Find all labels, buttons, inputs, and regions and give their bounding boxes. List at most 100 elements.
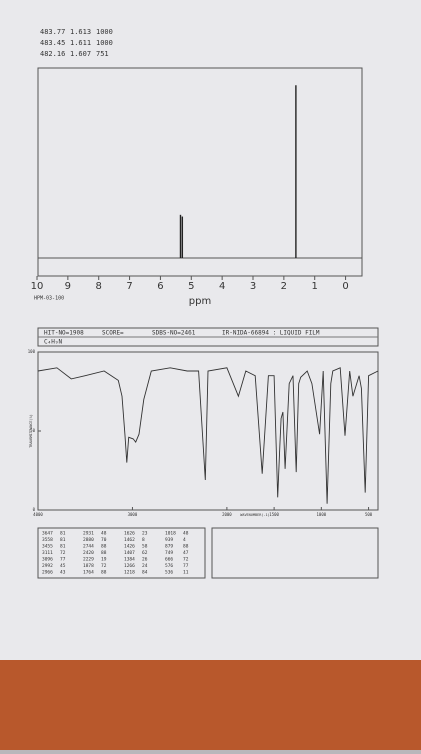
x-tick-label: 3 xyxy=(250,281,256,292)
ir-table-cell: 1626 xyxy=(124,531,135,537)
ir-table-cell: 1018 xyxy=(165,531,176,537)
ir-table-cell: 45 xyxy=(60,563,66,569)
ir-table-cell: 81 xyxy=(60,537,66,543)
ir-table-cell: 24 xyxy=(142,563,148,569)
ir-header-field: HIT-NO=1908 xyxy=(44,330,84,337)
ir-table-cell: 2744 xyxy=(83,544,94,550)
ir-table-cell: 72 xyxy=(60,550,66,556)
ir-table-cell: 2420 xyxy=(83,550,94,556)
x-tick-label: 7 xyxy=(126,281,132,292)
ir-table-cell: 48 xyxy=(183,531,189,537)
ir-table-cell: 1407 xyxy=(124,550,135,556)
ir-table-cell: 81 xyxy=(60,531,66,537)
y-tick-label: 50 xyxy=(30,428,35,433)
ir-table-cell: 879 xyxy=(165,544,173,550)
ir-table-cell: 43 xyxy=(60,570,66,576)
ir-table-cell: 23 xyxy=(142,531,148,537)
ir-table-cell: 47 xyxy=(183,550,189,556)
y-tick-label: 0 xyxy=(33,507,36,512)
ir-spectrum xyxy=(37,367,379,504)
peak-list-value: 751 xyxy=(96,50,109,58)
ir-table-cell: 2880 xyxy=(83,537,94,543)
x-tick-label: 500 xyxy=(365,512,373,517)
ir-table-cell: 88 xyxy=(101,550,107,556)
ir-table-cell: 3111 xyxy=(42,550,53,556)
ir-table-cell: 72 xyxy=(183,557,189,563)
ir-table-cell: 1462 xyxy=(124,537,135,543)
x-tick-label: 1 xyxy=(312,281,318,292)
ir-table-cell: 576 xyxy=(165,563,173,569)
ir-table-cell: 2931 xyxy=(83,531,94,537)
x-axis-label: WAVENUMBER(-1) xyxy=(240,513,270,517)
ir-table-cell: 2992 xyxy=(42,563,53,569)
ir-table-cell: 72 xyxy=(101,563,107,569)
peak-list-value: 482.16 xyxy=(40,50,65,58)
ir-table-cell: 8 xyxy=(142,537,145,543)
ir-header-field: SDBS-NO=2461 xyxy=(152,330,196,337)
spectrum-id: HPM-03-100 xyxy=(34,296,64,302)
ir-table-cell: 19 xyxy=(101,557,107,563)
ir-table-cell: 62 xyxy=(142,550,148,556)
peak-list-value: 1.611 xyxy=(70,39,91,47)
ir-table-cell: 84 xyxy=(142,570,148,576)
ir-table-cell: 536 xyxy=(165,570,173,576)
ir-table-cell: 88 xyxy=(183,544,189,550)
ir-table-cell: 88 xyxy=(101,570,107,576)
ir-table-cell: 11 xyxy=(183,570,189,576)
x-tick-label: 8 xyxy=(96,281,102,292)
ir-table-cell: 1384 xyxy=(124,557,135,563)
x-tick-label: 0 xyxy=(342,281,348,292)
ir-table-cell: 81 xyxy=(60,544,66,550)
x-tick-label: 4 xyxy=(219,281,225,292)
ir-table-cell: 3455 xyxy=(42,544,53,550)
nmr-frame xyxy=(37,67,363,277)
ir-table-cell: 4 xyxy=(183,537,186,543)
ir-table-cell: 2229 xyxy=(83,557,94,563)
ir-table-cell: 1764 xyxy=(83,570,94,576)
ir-table-cell: 1266 xyxy=(124,563,135,569)
ir-table-cell: 2966 xyxy=(42,570,53,576)
ir-table-cell: 77 xyxy=(60,557,66,563)
ir-table-cell: 939 xyxy=(165,537,173,543)
peak-list-value: 1000 xyxy=(96,39,113,47)
y-axis-label: TRANSMITTANCE(%) xyxy=(29,414,33,448)
ir-table-cell: 26 xyxy=(142,557,148,563)
ir-table-cell: 1878 xyxy=(83,563,94,569)
formula: C₄H₉N xyxy=(44,339,62,346)
paper xyxy=(0,0,421,660)
x-tick-label: 5 xyxy=(188,281,194,292)
peak-list-value: 1000 xyxy=(96,28,113,36)
peak-list-value: 483.45 xyxy=(40,39,65,47)
x-tick-label: 2000 xyxy=(222,512,232,517)
ir-table-cell: 3558 xyxy=(42,537,53,543)
ir-table-cell: 77 xyxy=(183,563,189,569)
x-tick-label: 6 xyxy=(157,281,163,292)
peak-list-value: 1.607 xyxy=(70,50,91,58)
ir-table-cell: 666 xyxy=(165,557,173,563)
x-tick-label: 4000 xyxy=(33,512,43,517)
peak-list-value: 483.77 xyxy=(40,28,65,36)
x-tick-label: 10 xyxy=(31,281,44,292)
ir-table-cell: 70 xyxy=(101,537,107,543)
y-tick-label: 100 xyxy=(28,349,36,354)
ir-table-cell: 3647 xyxy=(42,531,53,537)
ir-table-cell: 3096 xyxy=(42,557,53,563)
ir-table-cell: 88 xyxy=(101,544,107,550)
x-tick-label: 3000 xyxy=(128,512,138,517)
x-axis-label: ppm xyxy=(189,296,211,307)
x-tick-label: 2 xyxy=(281,281,287,292)
peak-list-value: 1.613 xyxy=(70,28,91,36)
x-tick-label: 9 xyxy=(65,281,71,292)
ir-table-cell: 1426 xyxy=(124,544,135,550)
ir-table-cell: 58 xyxy=(142,544,148,550)
ir-table-cell: 749 xyxy=(165,550,173,556)
table-surface xyxy=(0,660,421,750)
x-tick-label: 1500 xyxy=(269,512,279,517)
x-tick-label: 1000 xyxy=(317,512,327,517)
ir-table-box xyxy=(37,527,206,579)
ir-header-field: IR-NIDA-66894 : LIQUID FILM xyxy=(222,330,320,337)
empty-box xyxy=(211,527,379,579)
ir-header-field: SCORE= xyxy=(102,330,124,337)
